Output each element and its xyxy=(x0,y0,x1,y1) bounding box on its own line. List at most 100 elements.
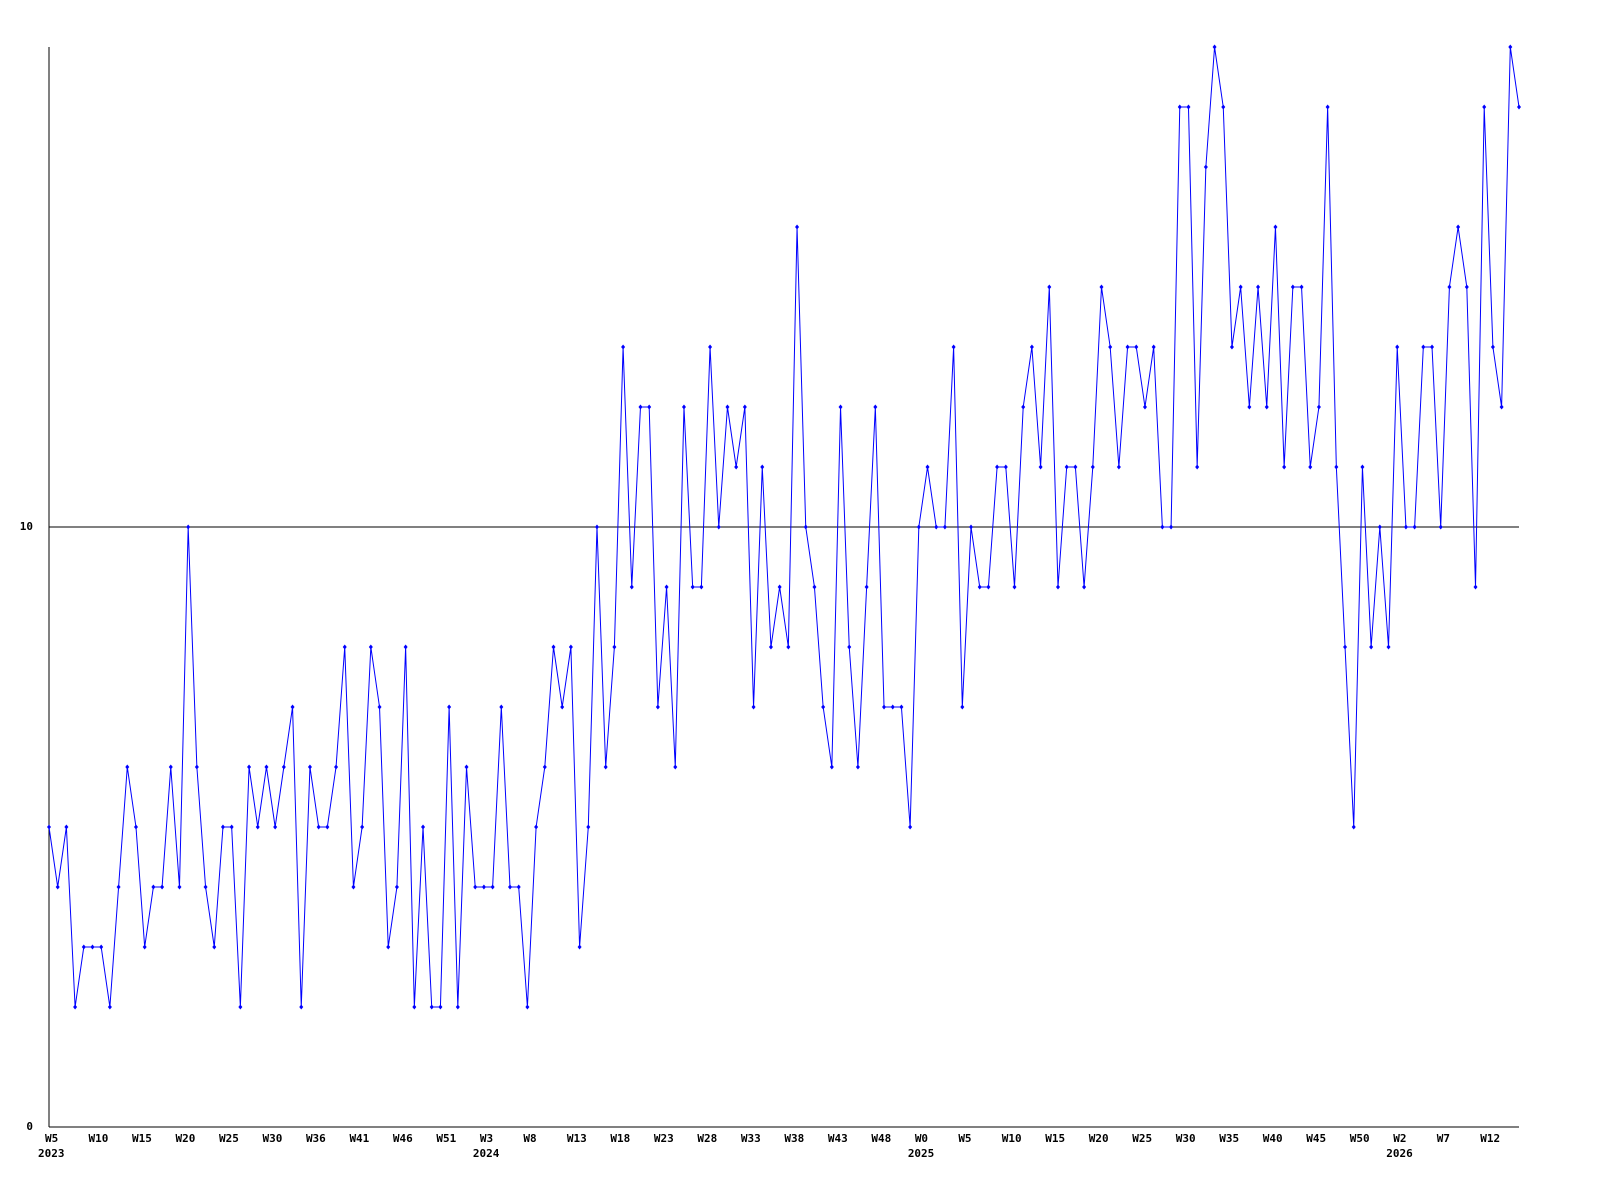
point xyxy=(203,884,208,890)
point xyxy=(255,824,260,830)
x-tick-label: W45 xyxy=(1306,1132,1326,1145)
point xyxy=(403,644,408,650)
point xyxy=(473,884,478,890)
point xyxy=(342,644,347,650)
x-tick-label: W25 xyxy=(219,1132,239,1145)
point xyxy=(1456,224,1461,230)
point xyxy=(307,764,312,770)
point xyxy=(1499,404,1504,410)
x-tick-label: W38 xyxy=(784,1132,804,1145)
point xyxy=(1395,344,1400,350)
point xyxy=(55,884,60,890)
point xyxy=(1369,644,1374,650)
point xyxy=(690,584,695,590)
point xyxy=(377,704,382,710)
point xyxy=(525,1004,530,1010)
point xyxy=(560,704,565,710)
point xyxy=(351,884,356,890)
point xyxy=(64,824,69,830)
point xyxy=(1482,104,1487,110)
x-tick-label: W30 xyxy=(1176,1132,1196,1145)
point xyxy=(290,704,295,710)
point xyxy=(1238,284,1243,290)
point xyxy=(99,944,104,950)
point xyxy=(1343,644,1348,650)
point xyxy=(821,704,826,710)
point xyxy=(1334,464,1339,470)
point xyxy=(1055,584,1060,590)
x-tick-label: W20 xyxy=(175,1132,195,1145)
point xyxy=(1517,104,1521,110)
point xyxy=(725,404,730,410)
x-tick-label: W40 xyxy=(1263,1132,1283,1145)
x-tick-label: W0 xyxy=(915,1132,928,1145)
point xyxy=(1430,344,1435,350)
point xyxy=(829,764,834,770)
point xyxy=(1421,344,1426,350)
point xyxy=(934,524,939,530)
point xyxy=(1151,344,1156,350)
point xyxy=(360,824,365,830)
point xyxy=(220,824,225,830)
point xyxy=(812,584,817,590)
point xyxy=(481,884,486,890)
point xyxy=(768,644,773,650)
x-tick-label: W20 xyxy=(1089,1132,1109,1145)
point xyxy=(1282,464,1287,470)
point xyxy=(438,1004,443,1010)
point xyxy=(873,404,878,410)
point xyxy=(455,1004,460,1010)
point xyxy=(316,824,321,830)
point xyxy=(186,524,191,530)
point xyxy=(847,644,852,650)
x-tick-label: W48 xyxy=(871,1132,891,1145)
point xyxy=(673,764,678,770)
year-label: 2023 xyxy=(38,1147,65,1160)
point xyxy=(986,584,991,590)
point xyxy=(464,764,469,770)
point xyxy=(1508,44,1513,50)
point xyxy=(1021,404,1026,410)
y-tick-label: 10 xyxy=(20,520,33,533)
point xyxy=(716,524,721,530)
point xyxy=(977,584,982,590)
point xyxy=(603,764,608,770)
point xyxy=(142,944,147,950)
line xyxy=(48,46,1520,1008)
point xyxy=(247,764,252,770)
x-tick-label: W3 xyxy=(480,1132,493,1145)
point xyxy=(1447,284,1452,290)
point xyxy=(1273,224,1278,230)
x-tick-label: W30 xyxy=(262,1132,282,1145)
point xyxy=(734,464,739,470)
point xyxy=(1412,524,1417,530)
point xyxy=(1360,464,1365,470)
x-tick-label: W2 xyxy=(1393,1132,1406,1145)
point xyxy=(864,584,869,590)
point xyxy=(742,404,747,410)
point xyxy=(1290,284,1295,290)
point xyxy=(664,584,669,590)
point xyxy=(1047,284,1052,290)
point xyxy=(586,824,591,830)
point xyxy=(786,644,791,650)
x-tick-label: W46 xyxy=(393,1132,413,1145)
point xyxy=(412,1004,417,1010)
point xyxy=(1212,44,1217,50)
point xyxy=(795,224,800,230)
point xyxy=(890,704,895,710)
x-tick-label: W5 xyxy=(958,1132,971,1145)
point xyxy=(629,584,634,590)
point xyxy=(1377,524,1382,530)
point xyxy=(368,644,373,650)
point xyxy=(1490,344,1495,350)
x-tick-label: W43 xyxy=(828,1132,848,1145)
point xyxy=(133,824,138,830)
point xyxy=(177,884,182,890)
point xyxy=(777,584,782,590)
point xyxy=(421,824,426,830)
x-tick-label: W23 xyxy=(654,1132,674,1145)
point xyxy=(1386,644,1391,650)
point xyxy=(516,884,521,890)
point xyxy=(1134,344,1139,350)
